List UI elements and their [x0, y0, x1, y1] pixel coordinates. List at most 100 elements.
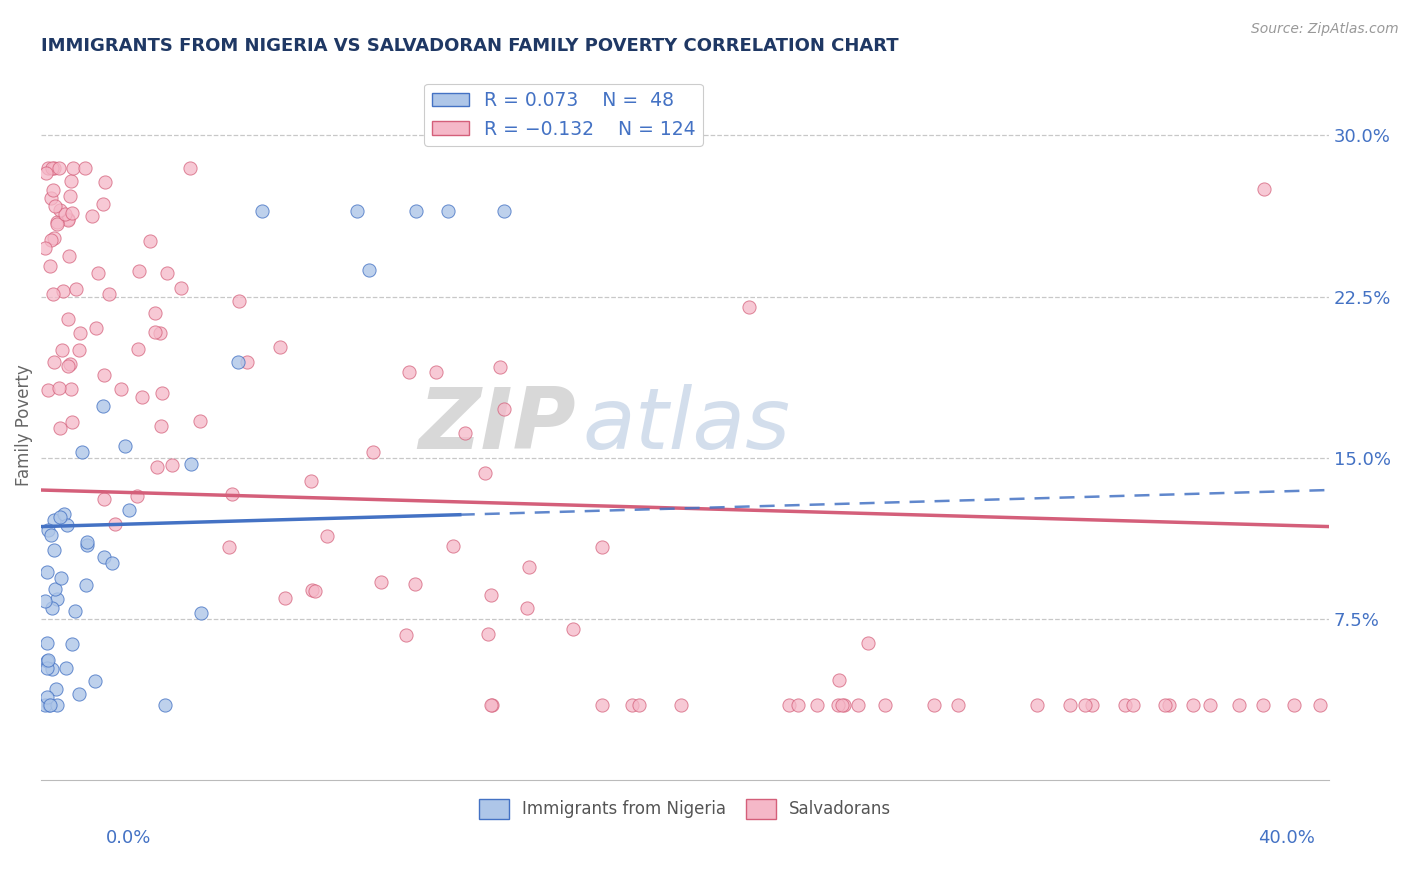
Point: [846, 698, 869, 712]
Point: [170, 281, 193, 295]
Point: [361, 445, 384, 459]
Point: [69, 326, 91, 340]
Point: [60, 382, 83, 396]
Point: [34, 594, 56, 608]
Point: [60, 415, 83, 429]
Point: [35, 690, 58, 704]
Point: [831, 698, 853, 712]
Point: [180, 457, 202, 471]
Point: [45, 682, 67, 697]
Point: [56, 312, 79, 326]
Point: [1114, 698, 1136, 712]
Text: atlas: atlas: [582, 384, 790, 467]
Point: [492, 401, 515, 416]
Point: [856, 635, 879, 649]
Point: [1122, 698, 1144, 712]
Point: [35, 654, 58, 668]
Text: IMMIGRANTS FROM NIGERIA VS SALVADORAN FAMILY POVERTY CORRELATION CHART: IMMIGRANTS FROM NIGERIA VS SALVADORAN FA…: [41, 37, 898, 55]
Point: [627, 698, 650, 712]
Point: [84, 674, 107, 689]
Point: [41, 161, 63, 175]
Point: [269, 340, 291, 354]
Point: [404, 576, 426, 591]
Point: [39, 528, 62, 542]
Point: [1026, 698, 1049, 712]
Point: [84, 321, 107, 335]
Point: [671, 698, 693, 712]
Point: [1157, 698, 1180, 712]
Point: [44, 582, 66, 596]
Point: [1282, 698, 1305, 712]
Point: [60, 637, 83, 651]
Point: [42, 230, 65, 244]
Point: [179, 161, 201, 175]
Point: [52, 285, 75, 299]
Point: [59, 357, 82, 371]
Point: [1251, 698, 1274, 712]
Point: [62, 206, 84, 220]
Point: [72, 445, 94, 459]
Point: [346, 203, 368, 218]
Point: [315, 529, 337, 543]
Point: [48, 381, 70, 395]
Point: [39, 191, 62, 205]
Point: [218, 540, 240, 554]
Point: [1059, 698, 1081, 712]
Point: [48, 510, 70, 524]
Point: [58, 249, 80, 263]
Point: [59, 174, 82, 188]
Point: [1253, 182, 1275, 196]
Point: [190, 606, 212, 620]
Point: [591, 541, 613, 555]
Point: [93, 175, 115, 189]
Point: [479, 698, 502, 712]
Point: [42, 183, 65, 197]
Point: [53, 507, 76, 521]
Point: [834, 698, 856, 712]
Point: [398, 365, 420, 379]
Point: [55, 661, 77, 675]
Point: [51, 343, 73, 357]
Text: 0.0%: 0.0%: [105, 829, 150, 847]
Point: [301, 583, 323, 598]
Point: [110, 383, 132, 397]
Point: [405, 203, 427, 218]
Legend: Immigrants from Nigeria, Salvadorans: Immigrants from Nigeria, Salvadorans: [472, 793, 898, 825]
Point: [37, 161, 59, 175]
Point: [1199, 698, 1222, 712]
Point: [49, 421, 72, 435]
Point: [454, 426, 477, 441]
Y-axis label: Family Poverty: Family Poverty: [15, 365, 32, 486]
Point: [477, 627, 499, 641]
Point: [138, 234, 160, 248]
Point: [82, 209, 104, 223]
Point: [56, 518, 79, 533]
Point: [738, 300, 761, 314]
Point: [45, 592, 67, 607]
Point: [76, 538, 98, 552]
Point: [34, 698, 56, 712]
Point: [56, 213, 79, 227]
Point: [93, 368, 115, 383]
Point: [828, 673, 851, 687]
Point: [149, 326, 172, 341]
Point: [143, 325, 166, 339]
Point: [591, 698, 613, 712]
Point: [492, 203, 515, 218]
Point: [104, 517, 127, 532]
Point: [37, 383, 59, 397]
Point: [441, 540, 464, 554]
Point: [128, 263, 150, 277]
Point: [160, 458, 183, 472]
Point: [37, 523, 59, 537]
Point: [37, 661, 59, 675]
Point: [299, 474, 322, 488]
Point: [93, 492, 115, 507]
Point: [156, 266, 179, 280]
Point: [562, 622, 585, 636]
Point: [67, 343, 90, 358]
Point: [98, 286, 121, 301]
Point: [479, 588, 502, 602]
Point: [34, 166, 56, 180]
Text: Source: ZipAtlas.com: Source: ZipAtlas.com: [1251, 22, 1399, 37]
